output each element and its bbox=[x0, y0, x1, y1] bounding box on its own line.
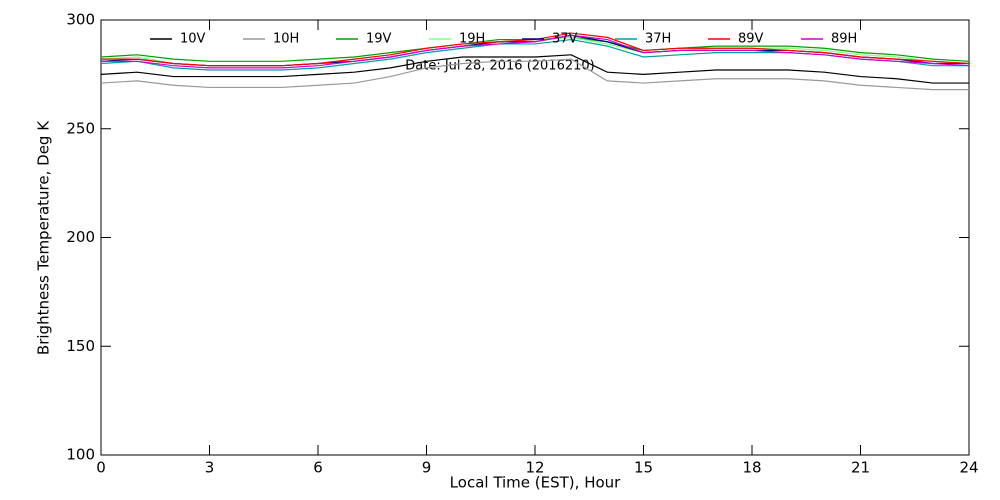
x-tick-label: 15 bbox=[634, 459, 653, 477]
legend-label: 19V bbox=[366, 32, 392, 47]
series-line bbox=[100, 54, 969, 84]
y-tick-label: 150 bbox=[66, 337, 95, 355]
legend-label: 10H bbox=[273, 32, 299, 47]
legend-label: 37H bbox=[645, 32, 671, 47]
series-line bbox=[101, 34, 970, 69]
x-tick-label: 9 bbox=[422, 459, 432, 477]
plot-frame bbox=[100, 19, 970, 456]
y-tick-label: 200 bbox=[66, 228, 95, 246]
x-tick-label: 24 bbox=[959, 459, 978, 477]
legend-label: 19H bbox=[459, 32, 485, 47]
y-axis-label: Brightness Temperature, Deg K bbox=[35, 120, 53, 355]
x-tick-label: 21 bbox=[851, 459, 870, 477]
x-tick-label: 0 bbox=[96, 459, 106, 477]
legend-label: 89V bbox=[738, 32, 764, 47]
legend-label: 10V bbox=[180, 32, 206, 47]
legend-label: 89H bbox=[831, 32, 857, 47]
legend-label: 37V bbox=[552, 32, 578, 47]
x-tick-label: 6 bbox=[313, 459, 323, 477]
x-tick-label: 18 bbox=[742, 459, 761, 477]
x-axis-label: Local Time (EST), Hour bbox=[450, 474, 621, 492]
series-line bbox=[100, 58, 969, 91]
x-tick-label: 12 bbox=[525, 459, 544, 477]
y-tick-label: 100 bbox=[66, 446, 95, 464]
x-tick-label: 3 bbox=[205, 459, 215, 477]
y-tick-label: 250 bbox=[66, 119, 95, 137]
annotation: Date: Jul 28, 2016 (2016210) bbox=[405, 59, 594, 74]
y-tick-label: 300 bbox=[66, 11, 95, 29]
